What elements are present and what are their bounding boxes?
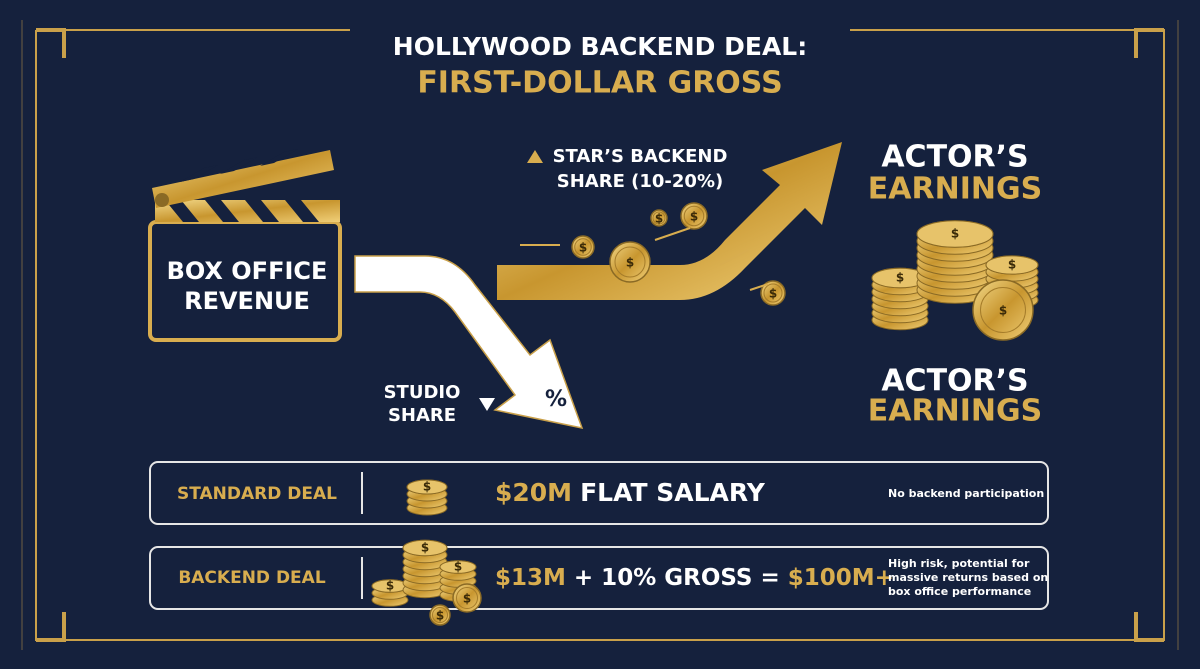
coin-top	[439, 560, 477, 574]
deal-amount: $20M FLAT SALARY	[495, 478, 766, 507]
deal-row	[149, 461, 1049, 525]
coin-symbol: $	[463, 592, 471, 606]
coin-symbol: $	[626, 256, 634, 270]
amount-part: $100M+	[788, 565, 894, 591]
coin-symbol: $	[655, 212, 663, 226]
coin-top	[402, 539, 448, 557]
coin-rim	[456, 587, 478, 609]
subtitle: FIRST-DOLLAR GROSS	[417, 66, 782, 101]
motion-line	[654, 227, 691, 241]
deal-note: High risk, potential for	[888, 557, 1030, 570]
coin-symbol: $	[454, 560, 462, 574]
coin-top	[985, 255, 1039, 275]
frame	[21, 20, 1179, 650]
coin	[972, 279, 1034, 341]
coin-top	[406, 479, 448, 495]
coin-symbol: $	[896, 271, 904, 285]
star-arrow	[497, 142, 842, 300]
down-triangle	[479, 398, 495, 411]
deal-label: STANDARD DEAL	[177, 484, 337, 504]
title: HOLLYWOOD BACKEND DEAL:	[393, 32, 807, 61]
coin-symbol: $	[690, 210, 698, 224]
amount-part: FLAT SALARY	[580, 478, 766, 507]
coin-rim	[432, 607, 448, 623]
coin-symbol: $	[423, 480, 431, 494]
earnings-label: ACTOR’S	[881, 364, 1028, 399]
coin-rim	[683, 205, 705, 227]
star-share-label: SHARE (10-20%)	[557, 171, 723, 192]
amount-part: + 10% GROSS =	[574, 565, 780, 591]
studio-share-label: STUDIO	[384, 382, 461, 403]
studio-share-label: SHARE	[388, 405, 456, 426]
coin-top	[916, 220, 994, 248]
percent-symbol: %	[545, 387, 567, 412]
amount-part: $20M	[495, 478, 572, 507]
motion-line	[749, 283, 769, 291]
earnings-label: ACTOR’S	[881, 140, 1028, 175]
coin-rim	[980, 287, 1026, 333]
source-label: REVENUE	[184, 287, 310, 315]
coin-symbol: $	[951, 227, 959, 241]
studio-arrow	[354, 255, 584, 430]
coin-symbol: $	[436, 609, 444, 623]
coin-symbol: $	[421, 541, 429, 555]
coin	[609, 241, 651, 283]
deal-note: massive returns based on	[888, 571, 1048, 584]
coin-symbol: $	[579, 241, 587, 255]
coin-rim	[652, 211, 666, 225]
coin-symbol: $	[1008, 258, 1016, 272]
coin	[680, 202, 708, 230]
deal-note: box office performance	[888, 585, 1031, 598]
clapperboard	[148, 149, 342, 342]
motion-line	[719, 249, 749, 266]
coin-symbol: $	[999, 304, 1007, 318]
deal-label: BACKEND DEAL	[178, 568, 326, 588]
up-triangle	[527, 150, 543, 163]
coin-rim	[574, 238, 592, 256]
coin	[760, 280, 786, 306]
deal-amount: $13M + 10% GROSS = $100M+	[495, 565, 894, 591]
coin-rim	[763, 283, 783, 303]
amount-part: $13M	[495, 565, 566, 591]
earnings-label: EARNINGS	[868, 172, 1042, 207]
coin-symbol: $	[769, 287, 777, 301]
star-share-label: STAR’S BACKEND	[553, 146, 728, 167]
coin	[452, 583, 482, 613]
coin-rim	[614, 246, 646, 278]
earnings-label: EARNINGS	[868, 394, 1042, 429]
source-label: BOX OFFICE	[167, 257, 328, 285]
coin-symbol: $	[386, 579, 394, 593]
deal-note: No backend participation	[888, 487, 1044, 500]
